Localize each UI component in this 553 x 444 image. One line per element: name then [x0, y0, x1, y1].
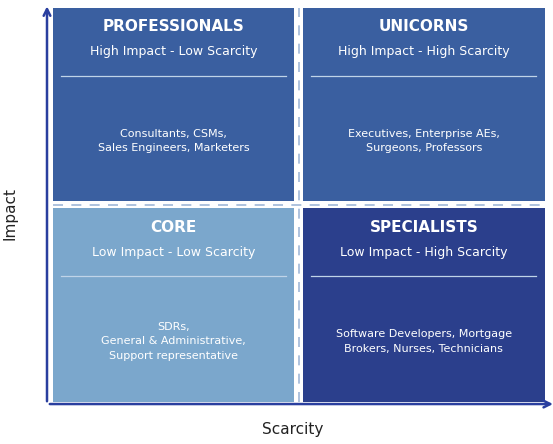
Text: High Impact - High Scarcity: High Impact - High Scarcity [338, 45, 510, 59]
Text: SDRs,
General & Administrative,
Support representative: SDRs, General & Administrative, Support … [101, 322, 246, 361]
Text: Executives, Enterprise AEs,
Surgeons, Professors: Executives, Enterprise AEs, Surgeons, Pr… [348, 129, 500, 154]
Text: Low Impact - Low Scarcity: Low Impact - Low Scarcity [92, 246, 255, 259]
Text: Software Developers, Mortgage
Brokers, Nurses, Technicians: Software Developers, Mortgage Brokers, N… [336, 329, 512, 354]
Bar [53, 8, 294, 202]
Text: Low Impact - High Scarcity: Low Impact - High Scarcity [340, 246, 508, 259]
Text: PROFESSIONALS: PROFESSIONALS [102, 20, 244, 35]
Text: High Impact - Low Scarcity: High Impact - Low Scarcity [90, 45, 257, 59]
Text: Impact: Impact [2, 186, 18, 240]
Bar [53, 209, 294, 402]
Text: Scarcity: Scarcity [263, 422, 324, 437]
Bar [303, 8, 545, 202]
Bar [303, 209, 545, 402]
Text: SPECIALISTS: SPECIALISTS [369, 220, 478, 235]
Text: UNICORNS: UNICORNS [379, 20, 469, 35]
Text: Consultants, CSMs,
Sales Engineers, Marketers: Consultants, CSMs, Sales Engineers, Mark… [97, 129, 249, 154]
Text: CORE: CORE [150, 220, 196, 235]
